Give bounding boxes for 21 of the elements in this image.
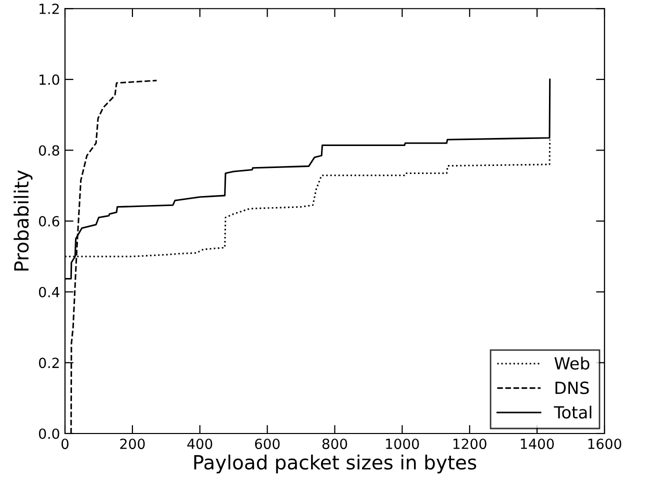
y-tick-label: 0.8 [38,145,60,156]
y-tick-label: 1.2 [40,4,59,14]
y-tick-label: 0.0 [38,428,60,439]
y-tick-label: 0.2 [38,358,59,368]
y-tick-label: 0.4 [38,286,60,298]
y-tick-label: 0.6 [38,216,60,227]
x-tick-label: 800 [322,438,348,450]
legend-label: Total [554,406,592,419]
x-tick-label: 600 [255,438,280,450]
x-tick-label: 1200 [453,438,486,450]
x-tick-label: 1400 [520,438,554,450]
x-tick-label: 1000 [386,438,419,450]
x-tick-label: 400 [187,438,212,450]
y-tick-label: 1.0 [40,74,60,85]
y-axis-title: Probability [14,170,32,271]
x-axis-title: Payload packet sizes in bytes [194,454,476,474]
x-tick-label: 0 [61,438,68,450]
legend-label: DNS [556,382,589,394]
x-tick-label: 1600 [588,438,622,450]
x-tick-label: 200 [120,438,145,450]
legend-label: Web [554,356,590,370]
